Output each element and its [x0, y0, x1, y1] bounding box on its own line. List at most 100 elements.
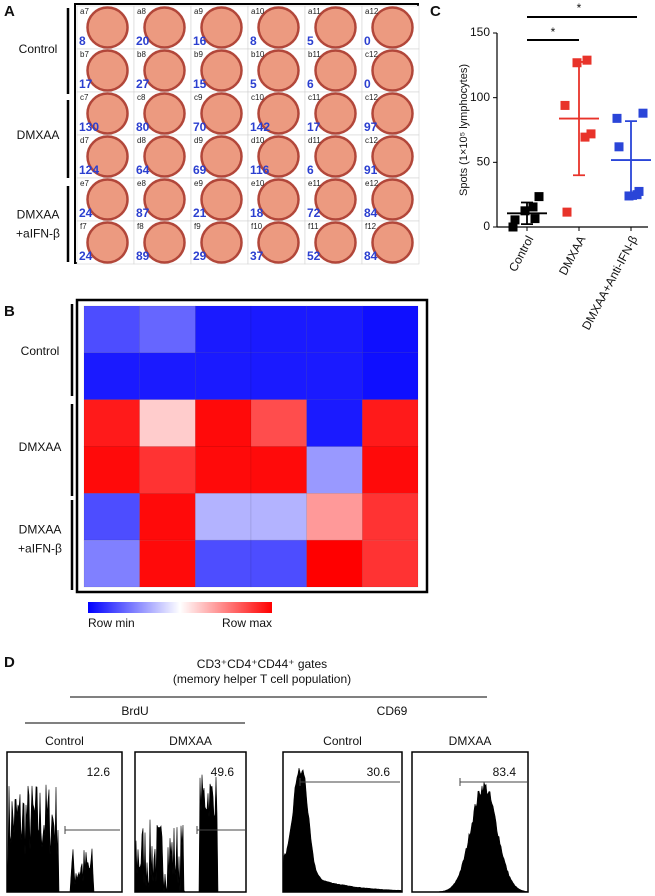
well	[200, 92, 243, 135]
spot-count: 0	[364, 34, 371, 48]
x-tick-label: DMXAA+Anti-IFN-β	[579, 233, 641, 332]
heat-cell	[362, 399, 419, 447]
spot-count: 5	[307, 34, 314, 48]
spot-count: 29	[193, 249, 207, 263]
well	[200, 178, 243, 221]
well-id: f8	[137, 222, 144, 231]
well	[257, 135, 300, 178]
spot-count: 27	[136, 77, 150, 91]
condition-label: DMXAA	[169, 734, 212, 748]
spot-count: 84	[364, 206, 378, 220]
heat-cell	[195, 493, 252, 541]
well-id: f10	[251, 222, 263, 231]
heat-cell	[362, 446, 419, 494]
row-label: +aIFN-β	[16, 227, 60, 241]
dot	[580, 132, 590, 142]
dot	[534, 192, 544, 202]
gate-percent: 83.4	[493, 765, 517, 779]
well	[143, 92, 186, 135]
spot-count: 142	[250, 120, 270, 134]
y-tick-label: 100	[470, 90, 490, 104]
heat-cell	[83, 539, 140, 588]
well-id: c10	[251, 93, 264, 102]
spot-count: 116	[250, 163, 270, 177]
well	[86, 92, 129, 135]
heat-cell	[83, 352, 140, 400]
heat-cell	[250, 539, 307, 588]
spot-count: 124	[79, 163, 99, 177]
well-id: d10	[251, 136, 265, 145]
heat-cell	[250, 352, 307, 400]
spot-count: 72	[307, 206, 321, 220]
panel-label: C	[430, 3, 441, 20]
well-id: c12	[365, 93, 378, 102]
spot-count: 80	[136, 120, 150, 134]
colorbar	[88, 602, 272, 613]
gate	[64, 826, 120, 834]
heat-cell	[139, 539, 196, 588]
row-label: DMXAA	[19, 523, 62, 537]
well-id: f9	[194, 222, 201, 231]
gate	[299, 778, 400, 786]
heat-cell	[306, 446, 363, 494]
histogram-frame	[411, 751, 529, 893]
well-id: c9	[194, 93, 203, 102]
well	[371, 135, 414, 178]
well-id: d9	[194, 136, 203, 145]
spot-count: 17	[307, 120, 321, 134]
histogram	[282, 767, 403, 893]
well	[143, 178, 186, 221]
well	[371, 6, 414, 49]
panel-title: CD3⁺CD4⁺CD44⁺ gates	[197, 657, 327, 671]
dot	[586, 129, 596, 139]
well	[143, 49, 186, 92]
heat-cell	[139, 399, 196, 447]
well	[143, 221, 186, 264]
heat-cell	[139, 446, 196, 494]
well	[314, 178, 357, 221]
well	[371, 92, 414, 135]
heat-cell	[139, 352, 196, 400]
spot-count: 24	[79, 206, 93, 220]
spot-count: 8	[250, 34, 257, 48]
well-id: e10	[251, 179, 265, 188]
well	[257, 221, 300, 264]
well-id: c12	[365, 136, 378, 145]
row-label: DMXAA	[17, 128, 60, 142]
well	[314, 135, 357, 178]
spot-count: 130	[79, 120, 99, 134]
heat-cell	[195, 539, 252, 588]
dot	[634, 186, 644, 196]
well-id: c7	[80, 93, 89, 102]
sig-mark: *	[577, 1, 582, 15]
well	[371, 49, 414, 92]
spot-count: 16	[193, 34, 207, 48]
well	[314, 6, 357, 49]
y-tick-label: 50	[477, 155, 491, 169]
dot	[638, 108, 648, 118]
well-id: f12	[365, 222, 377, 231]
spot-count: 89	[136, 249, 150, 263]
spot-count: 70	[193, 120, 207, 134]
heat-cell	[306, 305, 363, 354]
heat-cell	[250, 399, 307, 447]
dot	[528, 202, 538, 212]
heat-cell	[139, 305, 196, 354]
well-id: b7	[80, 50, 89, 59]
y-tick-label: 0	[483, 219, 490, 233]
dot	[560, 100, 570, 110]
gate-percent: 12.6	[87, 765, 111, 779]
spot-count: 5	[250, 77, 257, 91]
well-id: a7	[80, 7, 89, 16]
x-tick-label: Control	[506, 233, 537, 274]
histogram	[412, 782, 529, 893]
well-id: d11	[308, 136, 321, 145]
row-label: DMXAA	[19, 440, 62, 454]
marker-label: CD69	[377, 704, 408, 718]
gate	[459, 778, 527, 786]
well-id: a10	[251, 7, 265, 16]
heat-cell	[195, 305, 252, 354]
well-id: f7	[80, 222, 87, 231]
well-id: d8	[137, 136, 146, 145]
